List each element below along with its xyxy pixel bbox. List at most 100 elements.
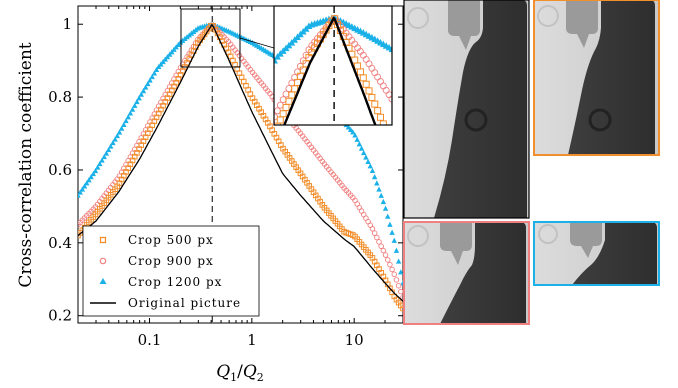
data-point-crop1200 <box>88 174 94 180</box>
data-point-crop1200 <box>125 114 131 120</box>
data-point-crop500 <box>376 113 384 121</box>
data-point-crop1200 <box>97 160 103 167</box>
data-point-crop500 <box>386 134 392 140</box>
data-point-crop900 <box>395 105 401 111</box>
inset-series-line-original <box>283 16 377 125</box>
data-point-crop500 <box>371 100 379 108</box>
data-point-crop1200 <box>134 98 140 105</box>
data-point-crop1200 <box>86 177 92 183</box>
data-point-crop1200 <box>145 80 151 87</box>
data-point-crop1200 <box>79 186 86 192</box>
legend-label-crop500: Crop 500 px <box>128 233 214 247</box>
data-point-crop1200 <box>385 213 391 219</box>
data-point-crop1200 <box>151 70 158 76</box>
data-point-crop1200 <box>121 121 127 127</box>
data-point-crop1200 <box>352 132 358 138</box>
y-tick-label: 0.6 <box>48 161 72 179</box>
data-point-crop500 <box>379 120 387 125</box>
data-point-crop1200 <box>361 149 367 156</box>
data-point-crop1200 <box>391 237 397 243</box>
y-tick-label: 0.8 <box>48 88 72 106</box>
data-point-crop1200 <box>127 110 134 116</box>
plot-frame <box>77 5 404 324</box>
data-point-crop1200 <box>380 198 387 205</box>
data-point-crop1200 <box>356 141 363 147</box>
data-point-crop900 <box>378 243 384 249</box>
data-point-crop1200 <box>78 192 81 198</box>
data-point-crop1200 <box>114 132 120 139</box>
data-point-crop1200 <box>365 158 371 164</box>
data-point-crop900 <box>369 226 376 232</box>
data-point-crop900 <box>374 234 380 241</box>
data-point-crop1200 <box>350 129 356 135</box>
data-point-crop1200 <box>153 66 160 73</box>
data-point-crop900 <box>391 101 392 106</box>
legend-label-crop1200: Crop 1200 px <box>128 275 222 289</box>
data-point-crop1200 <box>92 167 99 174</box>
inset-series-group <box>263 14 401 160</box>
data-point-crop1200 <box>99 157 105 163</box>
data-point-crop1200 <box>263 68 270 75</box>
legend-label-original: Original picture <box>128 296 241 310</box>
data-point-crop500 <box>389 141 395 147</box>
data-point-crop900 <box>371 230 378 236</box>
data-point-crop1200 <box>345 124 352 130</box>
data-point-crop1200 <box>132 102 138 108</box>
data-point-crop900 <box>393 277 400 283</box>
image-panel-original <box>403 0 530 219</box>
data-point-crop1200 <box>123 117 129 124</box>
y-tick-label: 0.4 <box>48 234 72 252</box>
data-point-crop1200 <box>136 95 142 101</box>
data-point-crop900 <box>395 282 402 289</box>
data-point-crop900 <box>376 239 382 245</box>
data-point-crop1200 <box>105 146 112 153</box>
data-point-crop1200 <box>389 229 395 235</box>
data-point-crop900 <box>382 252 389 258</box>
data-point-crop1200 <box>400 280 403 286</box>
image-panel-crop500 <box>533 0 660 156</box>
data-point-crop1200 <box>395 258 402 264</box>
y-axis-label: Cross-correlation coefficient <box>16 42 36 287</box>
data-point-crop1200 <box>78 189 83 195</box>
legend-marker-crop1200 <box>99 278 107 284</box>
data-point-crop1200 <box>118 125 125 131</box>
legend-label-crop900: Crop 900 px <box>128 254 214 268</box>
data-point-crop1200 <box>387 221 393 227</box>
data-point-crop900 <box>398 288 403 295</box>
zoom-connector <box>239 37 275 49</box>
image-panel-crop1200 <box>533 221 660 286</box>
data-point-crop1200 <box>382 205 389 211</box>
data-point-crop1200 <box>103 150 110 156</box>
data-point-crop1200 <box>371 174 378 180</box>
data-point-crop1200 <box>147 77 153 83</box>
data-point-crop1200 <box>110 139 116 146</box>
data-point-crop1200 <box>84 180 90 186</box>
y-axis: 0.2 0.4 0.6 0.8 1 <box>48 15 403 325</box>
series-line-original <box>78 23 403 302</box>
x-tick-label: 1 <box>247 331 257 349</box>
data-point-crop1200 <box>378 192 384 198</box>
data-point-crop1200 <box>374 180 380 186</box>
y-tick-label: 0.2 <box>48 307 72 325</box>
data-point-crop500 <box>392 147 398 153</box>
data-point-crop1200 <box>140 87 147 94</box>
data-point-crop1200 <box>358 145 365 151</box>
data-point-crop500 <box>400 305 403 312</box>
data-point-crop1200 <box>116 129 123 135</box>
legend: Crop 500 px Crop 900 px Crop 1200 px Ori… <box>82 225 260 317</box>
data-point-crop500 <box>395 154 401 160</box>
data-point-crop1200 <box>393 247 400 253</box>
data-point-crop500 <box>365 87 373 95</box>
data-point-crop1200 <box>108 143 114 149</box>
data-point-crop1200 <box>94 164 101 170</box>
data-point-crop1200 <box>394 49 401 56</box>
data-point-crop900 <box>400 294 403 301</box>
data-point-crop1200 <box>265 65 272 72</box>
data-point-crop500 <box>362 80 370 88</box>
data-point-crop500 <box>368 93 376 101</box>
legend-marker-crop500 <box>99 236 107 244</box>
data-point-crop1200 <box>81 183 88 189</box>
x-tick-label: 10 <box>345 331 364 349</box>
data-point-crop900 <box>387 261 393 268</box>
data-point-crop1200 <box>347 126 354 132</box>
